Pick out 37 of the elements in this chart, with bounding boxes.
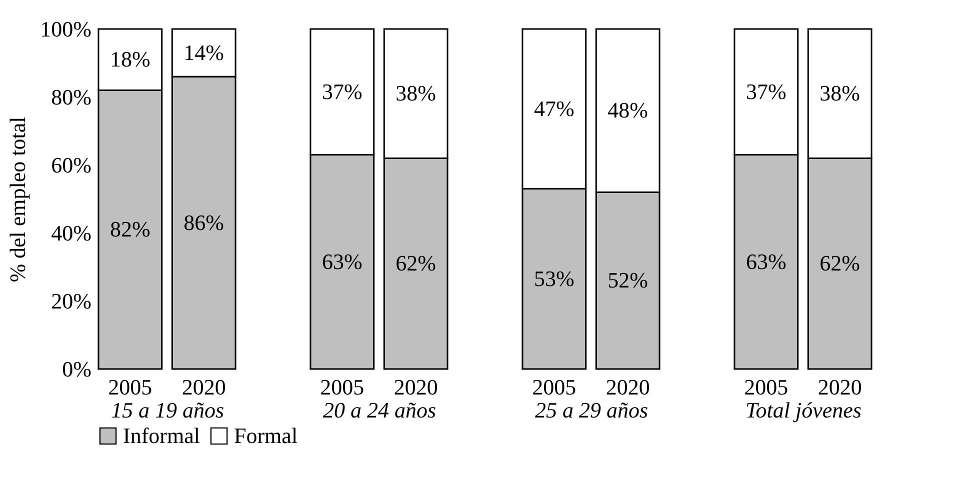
x-tick-label: 2005: [320, 374, 364, 400]
y-tick-label: 100%: [40, 16, 92, 42]
data-label: 63%: [746, 248, 786, 274]
x-tick-label: 2020: [182, 374, 226, 400]
x-tick-label: 2020: [818, 374, 862, 400]
y-tick-label: 60%: [51, 152, 92, 178]
data-label: 37%: [746, 78, 786, 104]
legend-label: Formal: [234, 423, 298, 448]
x-axis-title: 25 a 29 años: [534, 398, 648, 422]
data-label: 52%: [608, 268, 648, 293]
data-label: 38%: [396, 80, 436, 106]
x-tick-label: 2005: [108, 374, 152, 400]
data-label: 38%: [820, 80, 860, 106]
data-label: 82%: [110, 216, 150, 242]
data-label: 86%: [184, 210, 224, 235]
y-tick-label: 80%: [51, 84, 92, 110]
y-tick-label: 40%: [51, 220, 92, 246]
x-tick-label: 2020: [394, 374, 438, 400]
data-label: 62%: [396, 250, 436, 276]
x-axis-title: Total jóvenes: [746, 398, 862, 422]
data-label: 53%: [534, 266, 574, 291]
x-axis-title: 20 a 24 años: [322, 398, 436, 422]
y-tick-label: 20%: [51, 288, 92, 314]
data-label: 62%: [820, 250, 860, 276]
y-tick-label: 0%: [62, 356, 92, 382]
x-tick-label: 2005: [744, 374, 788, 400]
data-label: 14%: [184, 40, 224, 65]
data-label: 37%: [322, 78, 362, 104]
data-label: 48%: [608, 98, 648, 123]
y-axis-title: % del empleo total: [5, 116, 30, 282]
x-tick-label: 2005: [532, 374, 576, 400]
x-tick-label: 2020: [606, 374, 650, 400]
x-axis-title: 15 a 19 años: [110, 398, 224, 422]
data-label: 63%: [322, 248, 362, 274]
data-label: 18%: [110, 46, 150, 72]
legend-label: Informal: [123, 423, 200, 448]
data-label: 47%: [534, 96, 574, 121]
